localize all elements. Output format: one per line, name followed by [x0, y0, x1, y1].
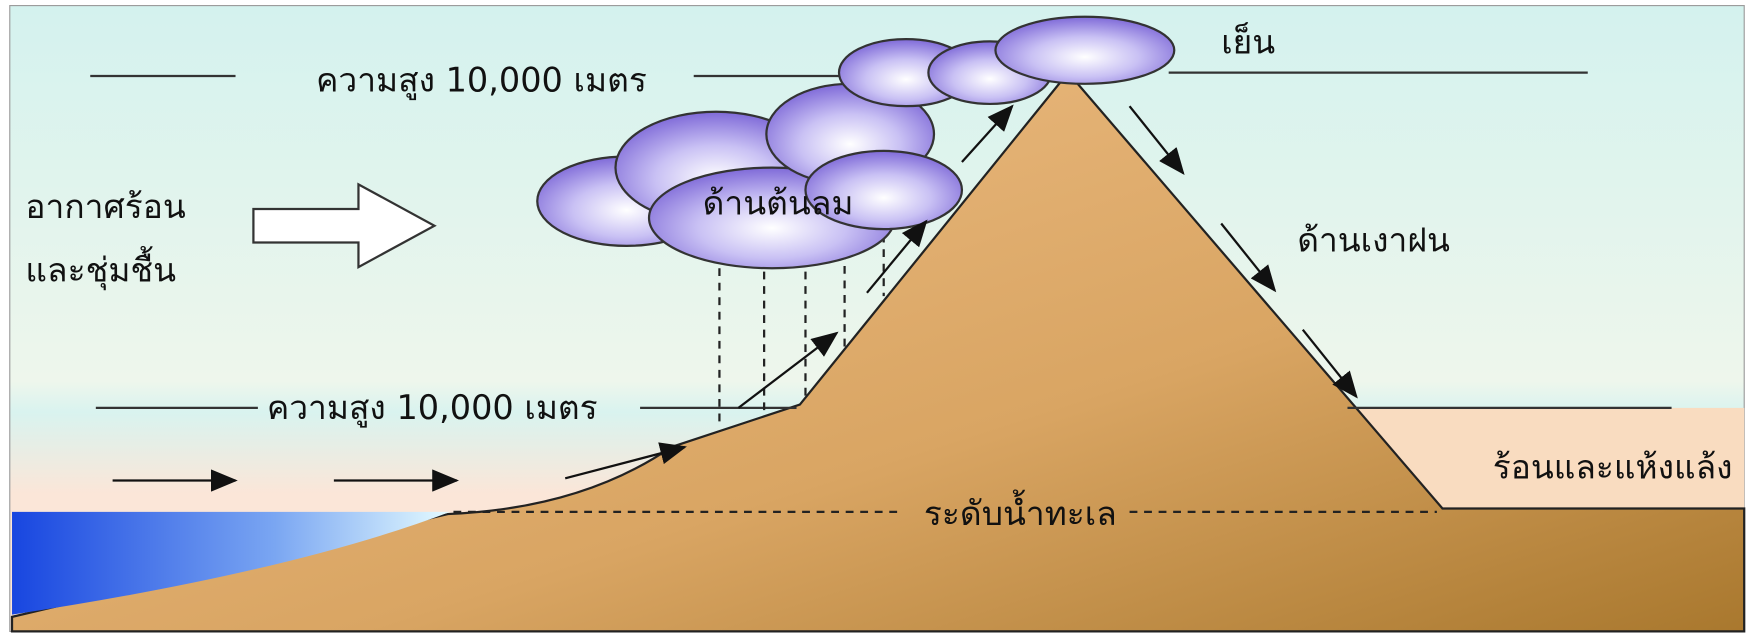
label: ด้านต้นลม: [703, 184, 854, 223]
label: ด้านเงาฝน: [1297, 220, 1450, 259]
page: ความสูง 10,000 เมตร เย็น อากาศร้อน และชุ…: [0, 0, 1754, 637]
label: อากาศร้อน: [25, 187, 185, 226]
label: ร้อนและแห้งแล้ง: [1493, 447, 1733, 486]
label: และชุ่มชื้น: [25, 246, 176, 291]
label: ระดับน้ำทะเล: [924, 489, 1117, 533]
label: ความสูง 10,000 เมตร: [267, 388, 598, 428]
diagram: ความสูง 10,000 เมตร เย็น อากาศร้อน และชุ…: [0, 0, 1754, 637]
label: เย็น: [1221, 22, 1275, 62]
label: ความสูง 10,000 เมตร: [316, 61, 647, 101]
